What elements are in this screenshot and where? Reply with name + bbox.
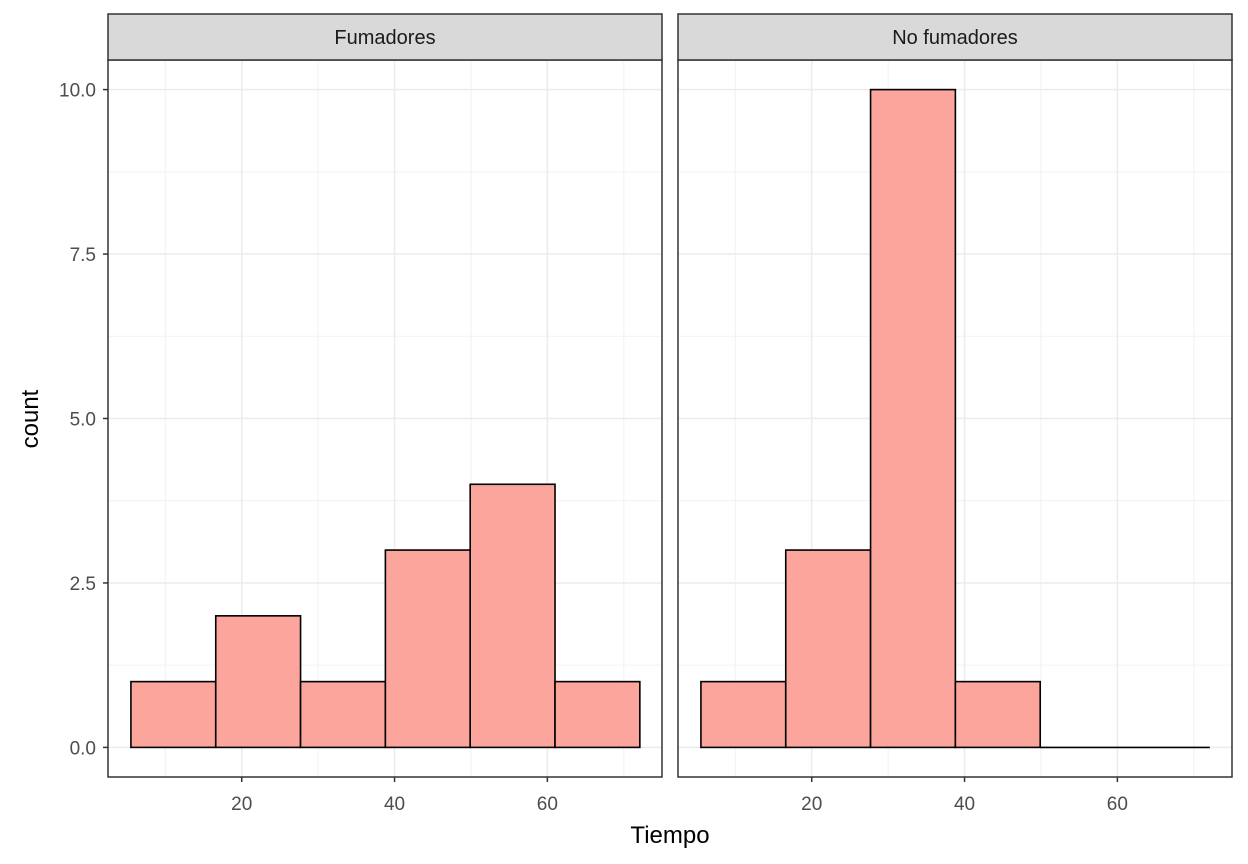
histogram-bar: [130, 680, 217, 749]
facet-strip: [107, 13, 663, 61]
panel-1: No fumadores: [677, 13, 1233, 778]
histogram-bar: [299, 680, 387, 749]
x-axis-title: Tiempo: [630, 822, 709, 849]
y-tick-label: 0.0: [70, 738, 96, 759]
histogram-bar: [469, 483, 556, 749]
facet-strip-label: Fumadores: [334, 27, 435, 49]
y-tick-label: 7.5: [70, 245, 96, 266]
histogram-bar: [554, 680, 641, 749]
histogram-bar: [214, 615, 302, 749]
x-tick-label: 60: [537, 794, 558, 815]
panel-0: Fumadores: [107, 13, 663, 778]
x-tick-label: 40: [954, 794, 975, 815]
histogram-bar: [384, 549, 472, 749]
panels-layer: Fumadores No fumadores: [107, 13, 1233, 778]
y-tick-label: 2.5: [70, 574, 96, 595]
y-tick-label: 10.0: [59, 81, 96, 102]
x-tick-label: 60: [1107, 794, 1128, 815]
y-axis-title: count: [17, 389, 44, 448]
y-tick-label: 5.0: [70, 410, 96, 431]
facet-strip-label: No fumadores: [892, 27, 1018, 49]
x-axis-panel-0: 20 40 60: [231, 777, 558, 815]
histogram-bar: [700, 680, 787, 749]
x-tick-label: 20: [231, 794, 252, 815]
histogram-bar: [784, 549, 872, 749]
x-tick-label: 40: [384, 794, 405, 815]
histogram-bar: [869, 88, 957, 749]
y-axis: 0.0 2.5 5.0 7.5 10.0: [59, 81, 108, 759]
x-tick-label: 20: [801, 794, 822, 815]
histogram-bar: [954, 680, 1042, 749]
x-axis-panel-1: 20 40 60: [801, 777, 1128, 815]
x-axes: 20 40 60 20 40 60: [231, 777, 1128, 815]
facet-strip: [677, 13, 1233, 61]
